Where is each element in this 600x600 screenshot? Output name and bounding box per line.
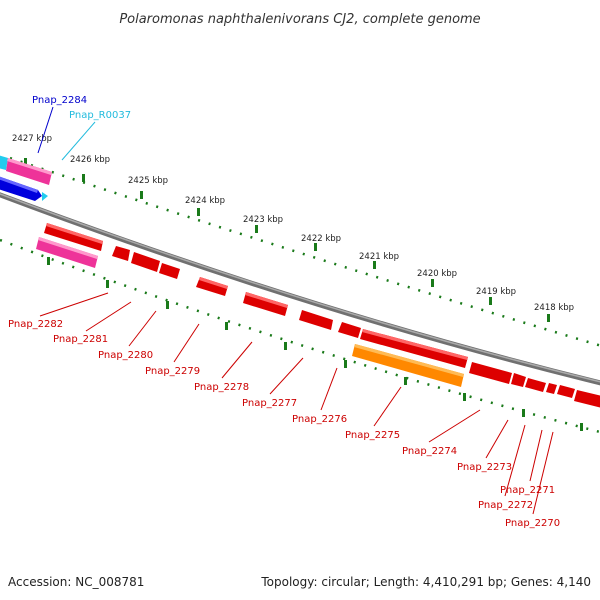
scale-label: 2426 kbp <box>70 155 110 165</box>
scale-label: 2424 kbp <box>185 196 225 206</box>
top-gene-labels: Pnap_2284 Pnap_R0037 <box>32 95 131 161</box>
rna-feature <box>42 192 48 201</box>
gene-label-pnap-r0037[interactable]: Pnap_R0037 <box>69 110 131 121</box>
major-tick <box>166 301 169 309</box>
gene-feature <box>557 385 575 398</box>
gene-feature <box>36 237 98 268</box>
major-tick <box>47 257 50 265</box>
major-tick <box>431 279 434 287</box>
genome-summary: Topology: circular; Length: 4,410,291 bp… <box>260 575 591 589</box>
gene-label-pnap-2274[interactable]: Pnap_2274 <box>402 446 457 457</box>
scale-label: 2419 kbp <box>476 287 516 297</box>
major-tick <box>404 377 407 385</box>
scale-label: 2423 kbp <box>243 215 283 225</box>
gene-label-pnap-2279[interactable]: Pnap_2279 <box>145 366 200 377</box>
gene-label-pnap-2271[interactable]: Pnap_2271 <box>500 485 555 496</box>
gene-feature <box>574 390 600 408</box>
gene-feature <box>338 322 361 338</box>
major-tick <box>547 314 550 322</box>
major-tick <box>522 409 525 417</box>
major-tick <box>344 360 347 368</box>
gene-label-pnap-2273[interactable]: Pnap_2273 <box>457 462 512 473</box>
gene-feature <box>352 344 464 387</box>
gene-feature <box>243 292 288 316</box>
bottom-gene-labels: Pnap_2282 Pnap_2281 Pnap_2280 Pnap_2279 … <box>8 292 560 529</box>
top-strand-features <box>0 155 52 201</box>
scale-labels: 2427 kbp 2426 kbp 2425 kbp 2424 kbp 2423… <box>12 134 574 313</box>
gene-feature <box>511 373 526 387</box>
gene-feature <box>112 246 130 261</box>
gene-feature <box>6 158 52 185</box>
major-tick <box>82 174 85 182</box>
gene-feature <box>360 329 468 368</box>
major-tick <box>314 243 317 251</box>
major-tick <box>373 261 376 269</box>
gene-label-pnap-2276[interactable]: Pnap_2276 <box>292 414 347 425</box>
gene-feature <box>546 383 557 394</box>
gene-feature <box>131 252 160 272</box>
gene-label-pnap-2272[interactable]: Pnap_2272 <box>478 500 533 511</box>
gene-label-pnap-2284[interactable]: Pnap_2284 <box>32 95 87 106</box>
map-title: Polaromonas naphthalenivorans CJ2, compl… <box>119 12 480 27</box>
scale-label: 2422 kbp <box>301 234 341 244</box>
rna-feature <box>0 155 8 170</box>
upper-scale-ruler <box>9 156 600 347</box>
gene-label-pnap-2282[interactable]: Pnap_2282 <box>8 319 63 330</box>
gene-label-pnap-2278[interactable]: Pnap_2278 <box>194 382 249 393</box>
genome-backbone <box>0 192 600 386</box>
gene-label-pnap-2277[interactable]: Pnap_2277 <box>242 398 297 409</box>
gene-label-pnap-2270[interactable]: Pnap_2270 <box>505 518 560 529</box>
gene-feature <box>159 263 180 279</box>
major-tick <box>197 208 200 216</box>
gene-feature <box>469 362 512 384</box>
major-tick <box>24 158 27 166</box>
major-tick <box>106 280 109 288</box>
scale-label: 2420 kbp <box>417 269 457 279</box>
scale-label: 2427 kbp <box>12 134 52 144</box>
major-tick <box>463 393 466 401</box>
major-tick <box>225 322 228 330</box>
gene-label-pnap-2281[interactable]: Pnap_2281 <box>53 334 108 345</box>
gene-label-pnap-2280[interactable]: Pnap_2280 <box>98 350 153 361</box>
scale-label: 2418 kbp <box>534 303 574 313</box>
scale-label: 2421 kbp <box>359 252 399 262</box>
scale-label: 2425 kbp <box>128 176 168 186</box>
major-tick <box>140 191 143 199</box>
gene-feature <box>525 378 546 392</box>
major-tick <box>580 423 583 431</box>
accession-label: Accession: NC_008781 <box>8 575 144 589</box>
major-tick <box>284 342 287 350</box>
gene-feature <box>299 310 333 330</box>
major-tick <box>255 225 258 233</box>
bottom-strand-features <box>36 223 600 408</box>
lower-scale-ruler <box>0 238 600 434</box>
genome-backbone-highlight <box>0 193 600 383</box>
gene-label-pnap-2275[interactable]: Pnap_2275 <box>345 430 400 441</box>
gene-feature <box>196 277 228 296</box>
major-tick <box>489 297 492 305</box>
